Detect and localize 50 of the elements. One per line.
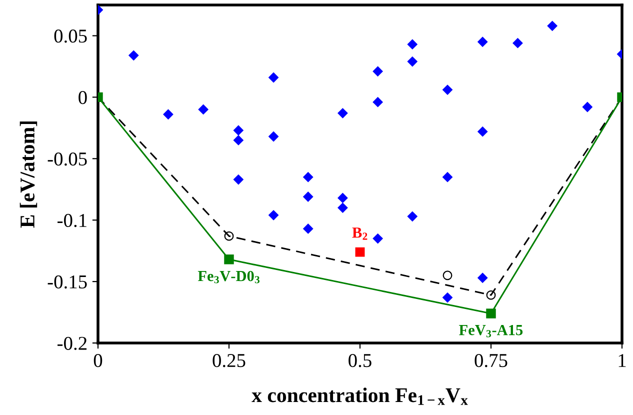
point — [338, 108, 348, 118]
point — [407, 211, 418, 222]
point — [303, 192, 314, 202]
point — [372, 66, 383, 76]
annotation: Fe$_{3}$V-D0$_{3}$ — [198, 270, 260, 284]
point — [303, 172, 314, 182]
point — [372, 234, 383, 244]
point — [547, 20, 558, 31]
point — [512, 38, 523, 48]
x-tick-label: 1 — [618, 354, 626, 367]
point — [407, 39, 418, 50]
y-axis-title: E [eV/atom] — [20, 121, 38, 228]
point — [268, 72, 279, 82]
point — [407, 56, 418, 67]
y-tick-label: 0 — [78, 91, 87, 104]
x-tick-label: 0.5 — [348, 354, 372, 368]
point — [372, 97, 383, 108]
point — [486, 290, 496, 300]
point — [442, 172, 452, 182]
point — [198, 104, 208, 114]
x-tick-label: 0 — [94, 354, 102, 368]
point — [268, 210, 279, 220]
y-tick-label: -0.05 — [48, 152, 87, 166]
point — [338, 192, 348, 203]
y-tick-label: -0.2 — [58, 336, 87, 350]
point — [163, 109, 174, 120]
point — [224, 231, 234, 241]
point — [233, 125, 244, 136]
y-tick-label: -0.1 — [58, 214, 86, 228]
point — [442, 84, 452, 95]
point — [478, 126, 488, 137]
point — [478, 272, 488, 283]
point — [355, 247, 365, 257]
point — [582, 102, 592, 112]
point — [268, 132, 279, 142]
y-tick-label: 0.05 — [54, 30, 87, 43]
y-tick-label: -0.15 — [48, 275, 87, 289]
point — [478, 36, 488, 47]
point — [128, 50, 139, 60]
point — [338, 202, 348, 213]
point — [233, 174, 244, 185]
point — [442, 292, 452, 302]
x-tick-label: 0.25 — [212, 354, 246, 368]
x-axis-title: x concentration Fe$_{1−x}$V$_{x}$ — [252, 388, 468, 405]
x-tick-label: 0.75 — [474, 354, 508, 368]
point — [233, 135, 244, 146]
series-label: B$_{2}$ — [352, 228, 368, 240]
annotation: FeV$_{3}$-A15 — [459, 324, 523, 338]
point — [303, 224, 314, 234]
point — [442, 270, 452, 280]
